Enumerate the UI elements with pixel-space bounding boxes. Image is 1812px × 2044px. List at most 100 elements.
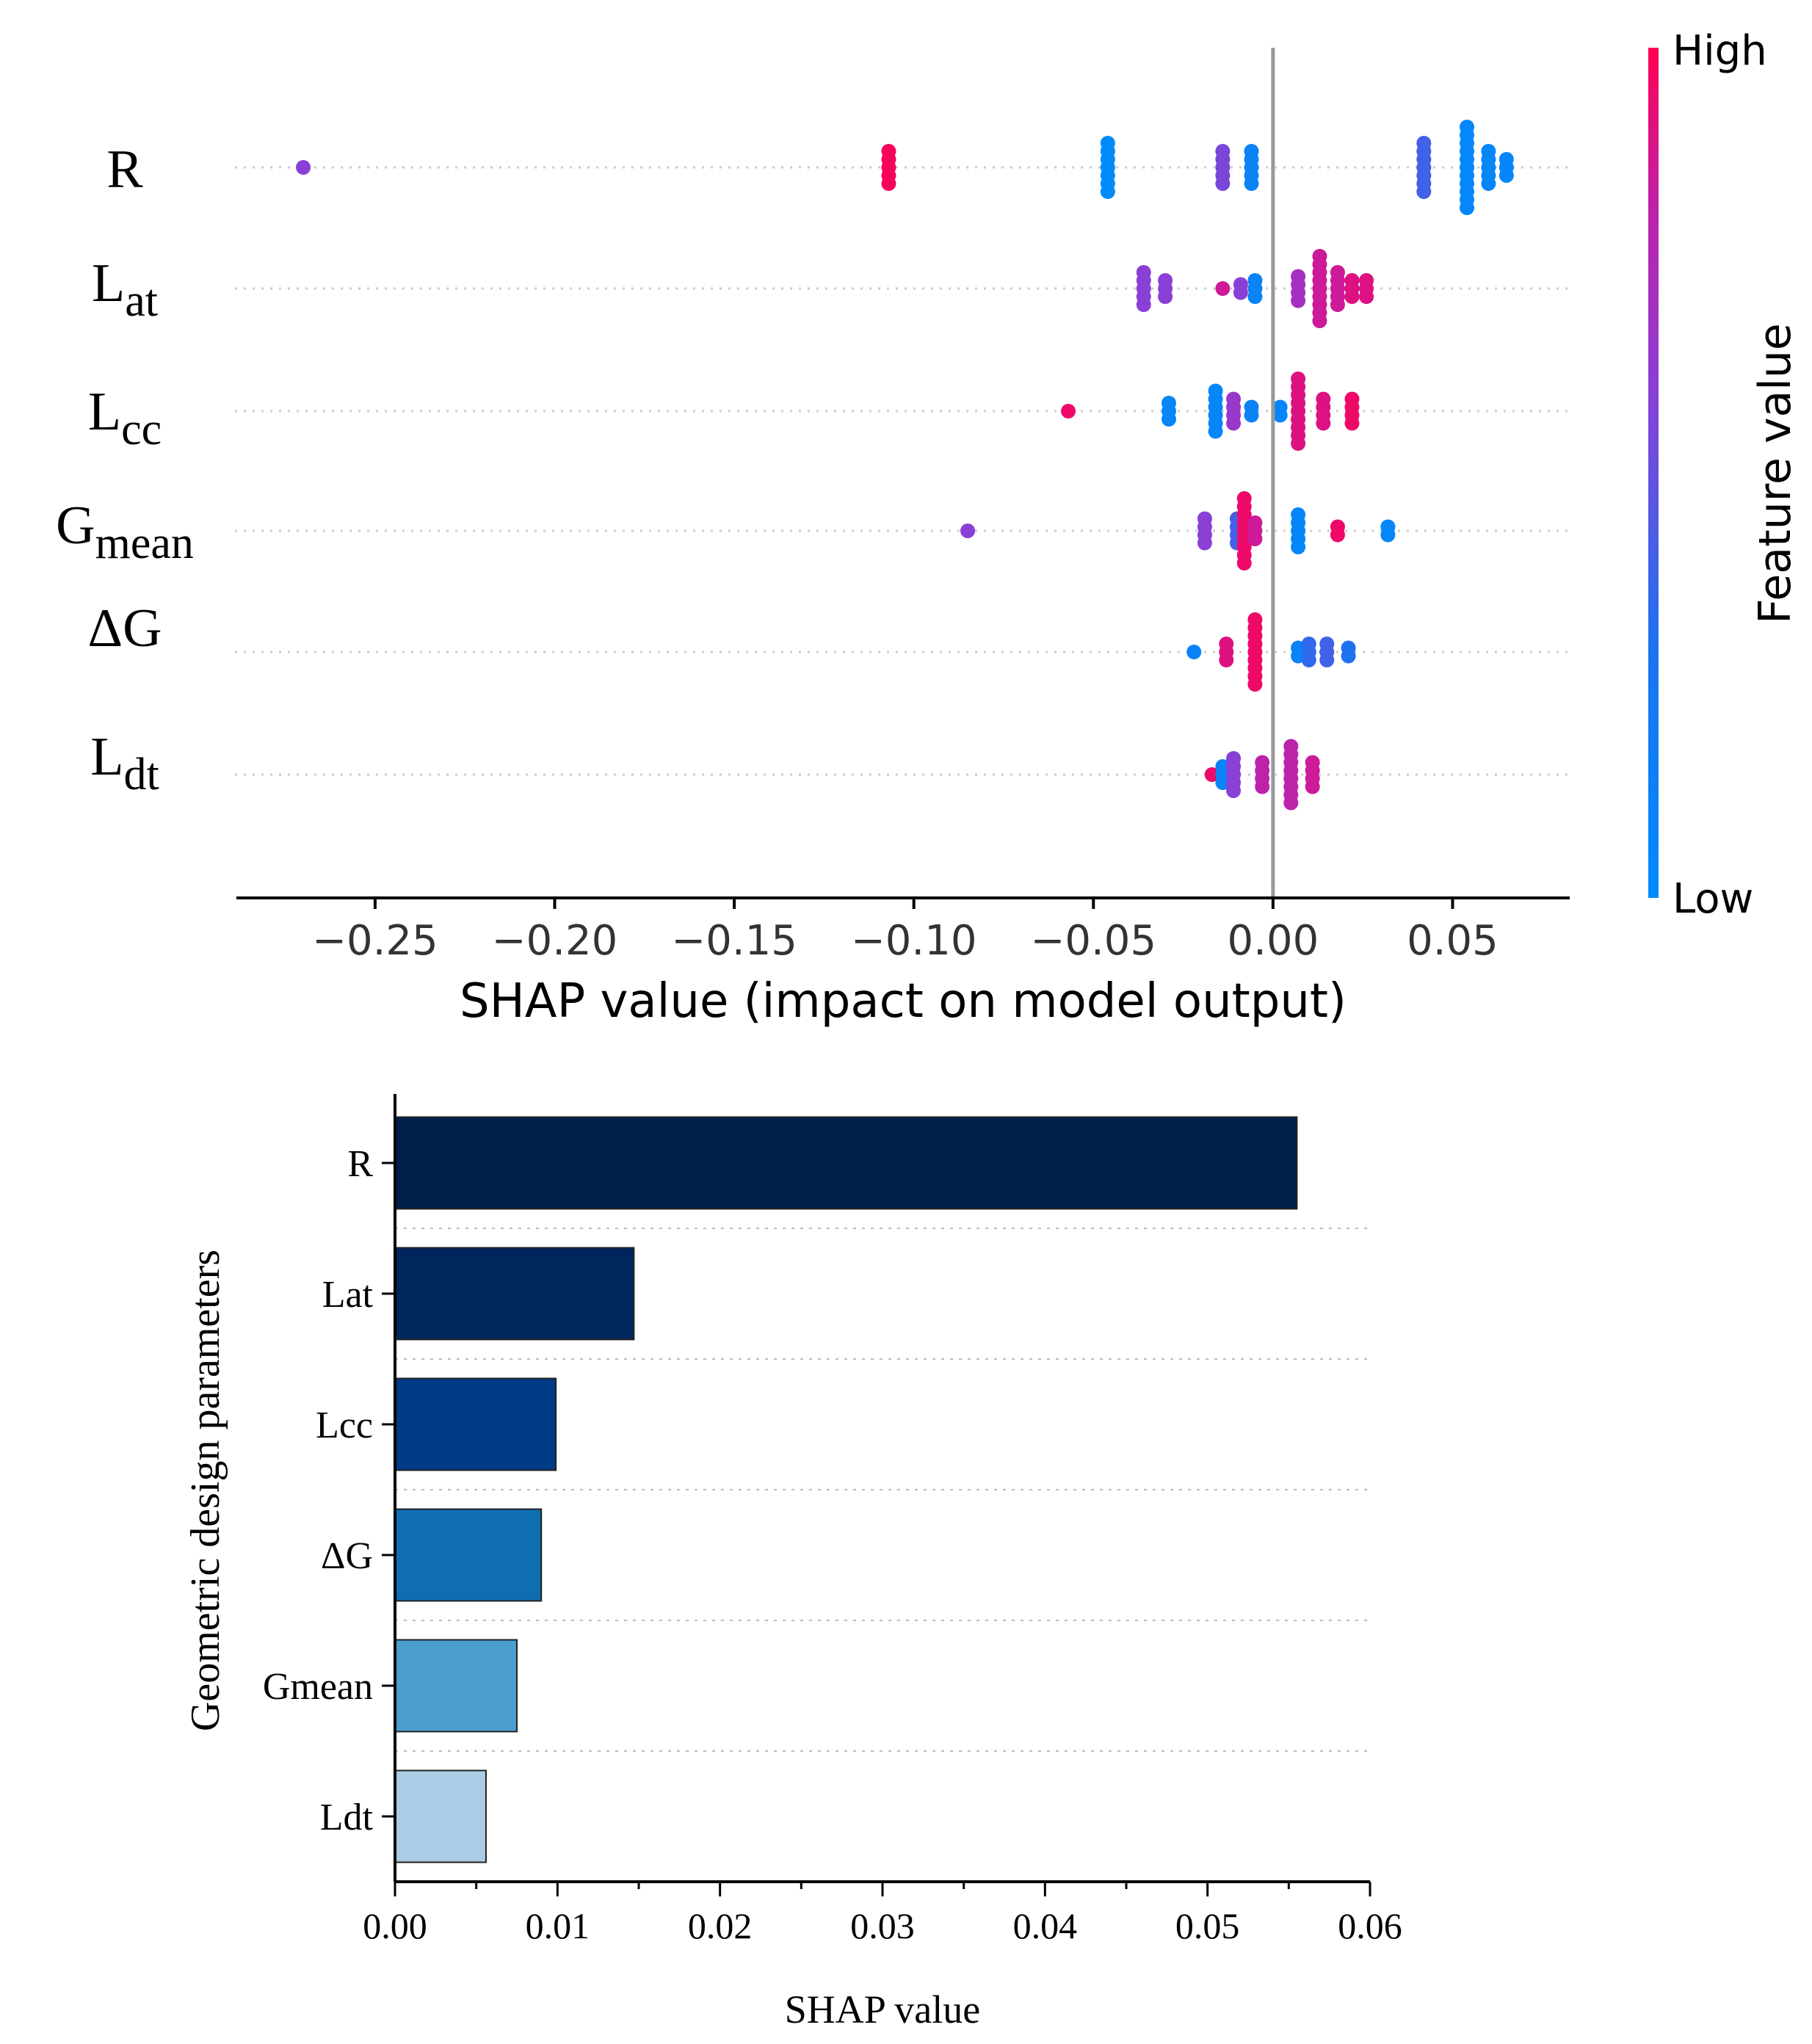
shap-point [1283, 795, 1299, 811]
shap-x-tick-label: −0.10 [851, 917, 977, 965]
shap-x-axis-title: SHAP value (impact on model output) [460, 974, 1347, 1029]
bar-category-label: Ldt [320, 1797, 374, 1838]
shap-point [1226, 416, 1242, 431]
shap-point [1215, 176, 1231, 191]
bar-y-axis-title: Geometric design parameters [183, 1250, 228, 1731]
bar-category-label: Lcc [316, 1405, 373, 1446]
shap-point [1344, 289, 1360, 304]
shap-point [1344, 416, 1360, 431]
shap-point [1247, 677, 1263, 692]
shap-point [1359, 289, 1374, 304]
shap-point [1460, 200, 1475, 215]
bar-x-tick-label: 0.05 [1175, 1905, 1240, 1946]
shap-point [1341, 648, 1356, 664]
shap-point [1158, 289, 1173, 304]
bar [394, 1247, 635, 1341]
shap-point [1498, 168, 1514, 183]
bar-x-tick-label: 0.03 [850, 1905, 915, 1946]
bar-category-label: Lat [322, 1274, 374, 1316]
shap-x-tick-label: −0.20 [492, 917, 618, 965]
bar [394, 1639, 518, 1733]
shap-point [1319, 653, 1335, 667]
bar-x-tick-label: 0.06 [1338, 1905, 1402, 1946]
bar [394, 1116, 1298, 1210]
colorbar-high-label: High [1673, 27, 1767, 75]
colorbar-title: Feature value [1750, 323, 1801, 624]
shap-feature-label-sub: mean [95, 518, 194, 568]
shap-x-tick-label: −0.05 [1030, 917, 1156, 965]
shap-point [881, 176, 896, 191]
shap-feature-label-base: L [92, 253, 125, 314]
shap-feature-label-base: L [88, 382, 121, 442]
shap-point [1204, 767, 1220, 782]
shap-point [1215, 281, 1231, 296]
shap-point [1247, 289, 1263, 304]
bar [394, 1508, 543, 1602]
shap-feature-label-sub: at [125, 276, 158, 326]
shap-point [1061, 404, 1076, 418]
shap-feature-label: ΔG [87, 598, 162, 659]
shap-feature-label-base: G [56, 496, 95, 556]
shap-feature-label: Lcc [88, 382, 162, 454]
shap-feature-label-base: R [106, 139, 143, 200]
shap-point [1316, 416, 1331, 431]
shap-point [1291, 436, 1306, 451]
shap-point [1255, 779, 1270, 794]
bar-x-tick-label: 0.04 [1013, 1905, 1078, 1946]
colorbar-low-label: Low [1673, 875, 1753, 923]
shap-point [296, 160, 311, 175]
shap-point [1291, 293, 1306, 308]
bar-category-label: ΔG [321, 1535, 373, 1577]
shap-point [1305, 779, 1320, 794]
shap-point [1301, 653, 1316, 667]
shap-point [1226, 783, 1242, 798]
shap-feature-label: R [106, 139, 143, 200]
shap-point [1481, 176, 1496, 191]
shap-point [1247, 532, 1263, 546]
shap-point [1244, 176, 1259, 191]
shap-point [1219, 653, 1234, 667]
shap-point [1380, 527, 1396, 543]
shap-point [1330, 527, 1345, 543]
shap-point [960, 523, 976, 538]
shap-x-tick-label: −0.25 [312, 917, 438, 965]
shap-point [1186, 645, 1202, 659]
shap-feature-label-sub: cc [121, 405, 162, 454]
shap-feature-label: Ldt [90, 727, 159, 800]
shap-point [1312, 314, 1327, 328]
shap-importance-bar-chart: R Lat Lcc ΔG Gmean Ldt 0.00 0.01 0.02 0.03 0.04 0.0… [183, 1094, 1402, 2032]
shap-point [1291, 540, 1306, 554]
shap-point [1330, 297, 1345, 312]
shap-point [1136, 297, 1151, 312]
shap-point [1208, 424, 1223, 439]
bar-category-label: R [347, 1143, 373, 1185]
shap-x-tick-label: −0.15 [671, 917, 797, 965]
bar-x-tick-label: 0.01 [526, 1905, 590, 1946]
shap-point [1162, 412, 1176, 427]
bar-x-tick-label: 0.02 [688, 1905, 753, 1946]
shap-feature-label: Lat [92, 253, 158, 326]
bar [394, 1377, 557, 1471]
shap-feature-label-base: ΔG [87, 598, 162, 659]
shap-feature-label: Gmean [56, 496, 194, 568]
shap-feature-label-base: L [90, 727, 123, 787]
shap-point [1197, 535, 1212, 551]
bar [394, 1769, 487, 1863]
shap-point [1100, 184, 1115, 199]
shap-x-tick-label: 0.05 [1407, 917, 1498, 965]
shap-point [1244, 407, 1259, 423]
bar-x-axis-title: SHAP value [785, 1987, 981, 2032]
bar-x-tick-label: 0.00 [363, 1905, 427, 1946]
shap-point [1272, 407, 1288, 423]
shap-point [1233, 285, 1248, 300]
shap-point [1215, 775, 1231, 790]
shap-feature-label-sub: dt [123, 750, 159, 800]
shap-x-tick-label: 0.00 [1228, 917, 1319, 965]
shap-point [1236, 556, 1252, 570]
bar-category-label: Gmean [263, 1666, 373, 1708]
colorbar [1648, 48, 1659, 898]
shap-point [1416, 184, 1432, 199]
